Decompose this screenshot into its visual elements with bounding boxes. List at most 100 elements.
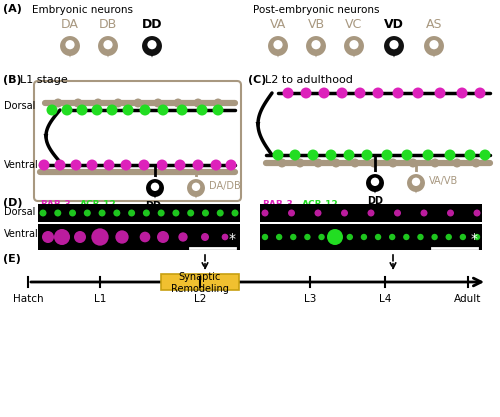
Circle shape xyxy=(222,234,228,240)
Circle shape xyxy=(158,105,168,116)
Circle shape xyxy=(472,158,480,168)
Circle shape xyxy=(40,209,46,216)
Circle shape xyxy=(178,232,188,242)
Text: Ventral: Ventral xyxy=(4,160,39,170)
Circle shape xyxy=(116,230,128,244)
Text: Hatch: Hatch xyxy=(12,294,44,304)
Circle shape xyxy=(114,98,122,108)
Circle shape xyxy=(106,105,118,116)
Polygon shape xyxy=(256,122,260,131)
Circle shape xyxy=(412,88,424,98)
Circle shape xyxy=(267,35,289,57)
Polygon shape xyxy=(352,52,356,58)
Circle shape xyxy=(290,150,300,161)
Circle shape xyxy=(460,234,466,240)
Circle shape xyxy=(92,229,108,246)
Circle shape xyxy=(434,88,446,98)
Circle shape xyxy=(354,88,366,98)
Circle shape xyxy=(360,234,367,240)
Circle shape xyxy=(408,158,418,168)
Circle shape xyxy=(296,158,304,168)
Circle shape xyxy=(210,159,222,171)
Text: (D): (D) xyxy=(3,198,22,208)
Text: L2 to adulthood: L2 to adulthood xyxy=(265,75,353,85)
Circle shape xyxy=(346,234,353,240)
Circle shape xyxy=(444,150,456,161)
Circle shape xyxy=(326,150,336,161)
Text: (C): (C) xyxy=(248,75,266,85)
Polygon shape xyxy=(392,52,396,58)
FancyBboxPatch shape xyxy=(38,224,240,250)
Circle shape xyxy=(262,234,268,240)
Circle shape xyxy=(412,178,420,186)
Polygon shape xyxy=(44,134,49,143)
Circle shape xyxy=(382,150,392,161)
Circle shape xyxy=(432,234,438,240)
Circle shape xyxy=(418,234,424,240)
Circle shape xyxy=(430,40,438,49)
FancyBboxPatch shape xyxy=(260,224,482,250)
Text: L3: L3 xyxy=(304,294,316,304)
Text: RAB-3: RAB-3 xyxy=(40,200,71,209)
Circle shape xyxy=(344,150,354,161)
Circle shape xyxy=(422,150,434,161)
Circle shape xyxy=(392,88,404,98)
Circle shape xyxy=(305,35,327,57)
Polygon shape xyxy=(150,52,154,58)
Circle shape xyxy=(54,159,66,171)
Circle shape xyxy=(474,88,486,98)
Circle shape xyxy=(54,229,70,245)
Circle shape xyxy=(172,209,180,216)
Circle shape xyxy=(59,35,81,57)
Circle shape xyxy=(174,98,182,108)
Circle shape xyxy=(54,209,62,216)
Text: DD: DD xyxy=(142,18,162,31)
Circle shape xyxy=(74,231,86,243)
Circle shape xyxy=(62,105,72,116)
Circle shape xyxy=(201,233,209,241)
FancyBboxPatch shape xyxy=(161,274,239,290)
Text: *: * xyxy=(228,232,235,246)
Circle shape xyxy=(288,209,295,216)
Circle shape xyxy=(308,150,318,161)
Circle shape xyxy=(216,209,224,216)
Circle shape xyxy=(202,209,209,216)
Circle shape xyxy=(423,35,445,57)
Circle shape xyxy=(151,183,159,191)
Circle shape xyxy=(332,158,340,168)
Circle shape xyxy=(304,234,310,240)
Circle shape xyxy=(186,178,206,198)
Text: Dorsal: Dorsal xyxy=(4,207,36,217)
Text: VA/VB: VA/VB xyxy=(429,176,458,186)
Circle shape xyxy=(332,234,339,240)
Circle shape xyxy=(143,209,150,216)
Circle shape xyxy=(350,40,358,49)
Circle shape xyxy=(343,35,365,57)
Circle shape xyxy=(464,150,475,161)
Circle shape xyxy=(54,98,62,108)
Circle shape xyxy=(156,159,168,171)
Circle shape xyxy=(66,40,74,49)
Polygon shape xyxy=(373,188,377,193)
Circle shape xyxy=(290,234,296,240)
Circle shape xyxy=(430,158,440,168)
Circle shape xyxy=(148,40,156,49)
Circle shape xyxy=(104,40,112,49)
Circle shape xyxy=(94,98,102,108)
Circle shape xyxy=(174,159,186,171)
Text: VD: VD xyxy=(384,18,404,31)
Text: L4: L4 xyxy=(379,294,391,304)
Text: ACR-12: ACR-12 xyxy=(302,200,339,209)
Text: L2: L2 xyxy=(194,294,206,304)
Text: (B): (B) xyxy=(3,75,22,85)
Text: VB: VB xyxy=(308,18,324,31)
Circle shape xyxy=(480,150,490,161)
Text: ACR-12: ACR-12 xyxy=(80,200,117,209)
Circle shape xyxy=(232,209,238,216)
Text: Adult: Adult xyxy=(454,294,481,304)
Circle shape xyxy=(46,105,58,116)
Text: Embryonic neurons: Embryonic neurons xyxy=(32,5,133,15)
Circle shape xyxy=(452,158,462,168)
Circle shape xyxy=(140,105,150,116)
Circle shape xyxy=(420,209,428,216)
